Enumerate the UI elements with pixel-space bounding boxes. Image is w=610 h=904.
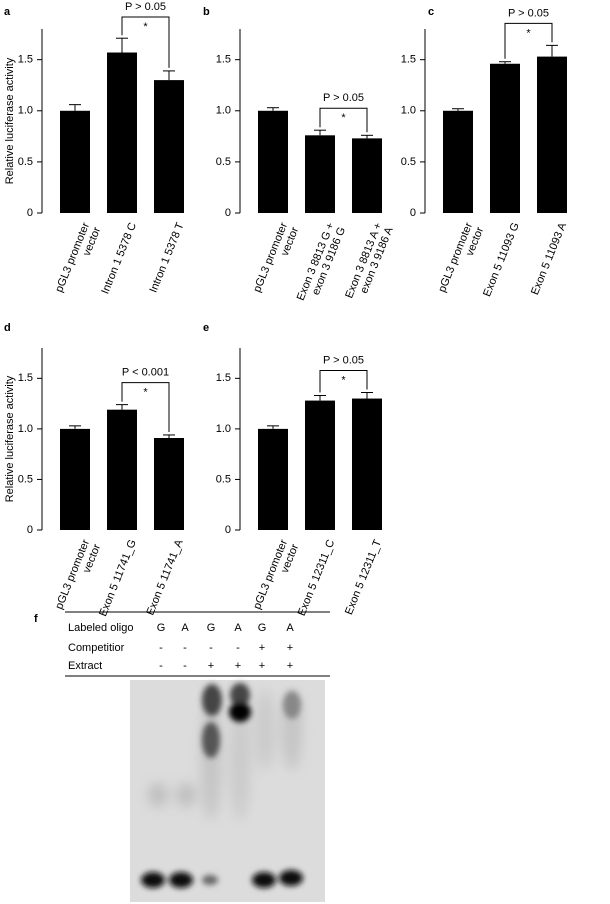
y-tick-label: 1.0 — [401, 105, 416, 117]
p-value: P < 0.001 — [122, 367, 169, 379]
bar — [443, 110, 473, 213]
y-axis-label: Relative luciferase activity — [4, 375, 16, 502]
panel-label: e — [203, 322, 209, 334]
significance-bracket — [121, 382, 170, 432]
cell: + — [287, 660, 293, 672]
cell: + — [235, 660, 241, 672]
bar — [305, 135, 335, 213]
cell: + — [287, 642, 293, 654]
bar — [107, 52, 137, 214]
cell: + — [259, 660, 265, 672]
bar — [107, 409, 137, 530]
bar — [258, 110, 288, 213]
panel-label: a — [4, 6, 11, 18]
panel-label: b — [203, 6, 210, 18]
panel-label: f — [34, 613, 38, 625]
y-tick-label: 1.5 — [216, 372, 231, 384]
p-value: P > 0.05 — [125, 1, 166, 13]
y-tick-label: 1.0 — [18, 105, 33, 117]
cell: - — [159, 660, 163, 672]
cell: + — [208, 660, 214, 672]
significance-bracket — [319, 369, 368, 393]
y-tick-label: 0.5 — [18, 156, 33, 168]
y-tick-label: 0 — [27, 207, 33, 219]
bar — [60, 110, 90, 213]
bar — [305, 400, 335, 530]
bar — [352, 138, 382, 213]
y-tick-label: 0.5 — [18, 473, 33, 485]
cell: + — [259, 642, 265, 654]
y-tick-label: 0 — [410, 207, 416, 219]
cell: G — [207, 622, 216, 634]
panel-label: d — [4, 322, 11, 334]
bar — [352, 398, 382, 530]
bar — [60, 428, 90, 530]
y-tick-label: 0.5 — [401, 156, 416, 168]
bar — [490, 63, 520, 213]
significance-star: * — [143, 387, 148, 399]
panel-label: c — [428, 6, 434, 18]
y-tick-label: 0.5 — [216, 473, 231, 485]
significance-bracket — [121, 16, 170, 68]
gel-image — [130, 680, 325, 902]
significance-star: * — [341, 112, 346, 124]
cell: G — [258, 622, 267, 634]
y-tick-label: 1.5 — [216, 54, 231, 66]
p-value: P > 0.05 — [323, 92, 364, 104]
bar — [537, 56, 567, 213]
cell: - — [236, 642, 240, 654]
cell: G — [157, 622, 166, 634]
row-label: Competitior — [68, 642, 125, 654]
y-tick-label: 0 — [225, 524, 231, 536]
cell: - — [183, 660, 187, 672]
cell: - — [209, 642, 213, 654]
row-label: Extract — [68, 660, 102, 672]
bar — [258, 428, 288, 530]
cell: A — [234, 622, 242, 634]
y-tick-label: 1.5 — [18, 54, 33, 66]
y-tick-label: 1.0 — [216, 105, 231, 117]
cell: - — [183, 642, 187, 654]
cell: A — [181, 622, 189, 634]
y-tick-label: 0.5 — [216, 156, 231, 168]
y-tick-label: 1.0 — [18, 423, 33, 435]
y-tick-label: 1.5 — [401, 54, 416, 66]
y-tick-label: 1.5 — [18, 372, 33, 384]
significance-star: * — [526, 27, 531, 39]
significance-bracket — [504, 22, 553, 59]
significance-bracket — [319, 107, 368, 133]
y-tick-label: 0 — [225, 207, 231, 219]
cell: A — [286, 622, 294, 634]
p-value: P > 0.05 — [508, 7, 549, 19]
bar — [154, 80, 184, 213]
bar — [154, 437, 184, 530]
p-value: P > 0.05 — [323, 354, 364, 366]
y-tick-label: 1.0 — [216, 423, 231, 435]
significance-star: * — [143, 21, 148, 33]
y-axis-label: Relative luciferase activity — [4, 57, 16, 184]
row-label: Labeled oligo — [68, 622, 133, 634]
y-tick-label: 0 — [27, 524, 33, 536]
significance-star: * — [341, 374, 346, 386]
cell: - — [159, 642, 163, 654]
